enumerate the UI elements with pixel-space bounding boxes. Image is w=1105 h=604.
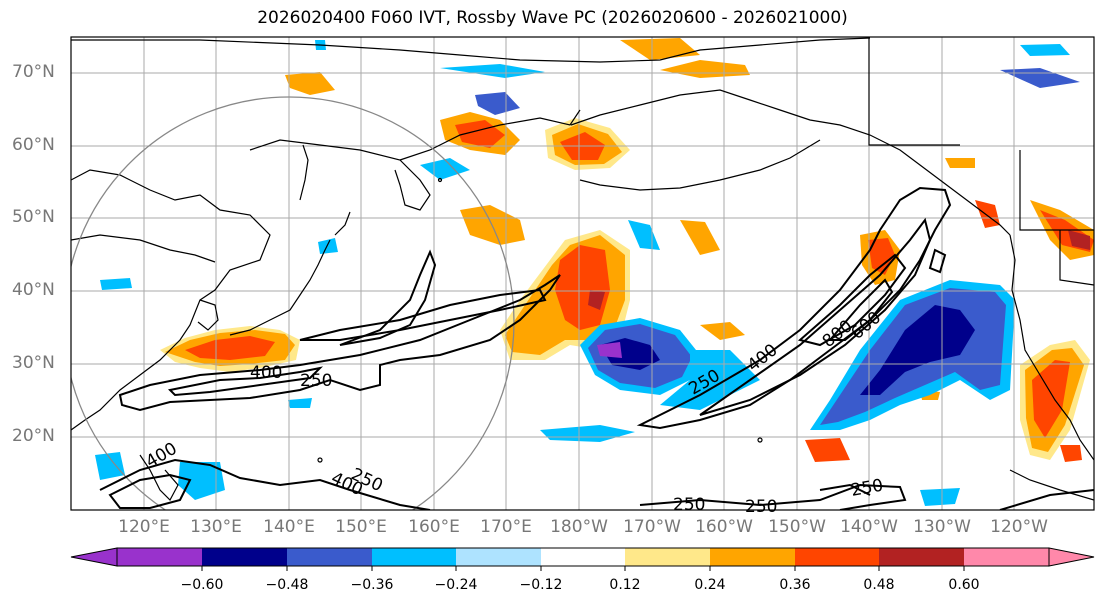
colorbar-tick-label: 0.48 <box>863 577 895 593</box>
lon-label: 170°E <box>480 517 532 537</box>
lon-label: 150°W <box>768 517 826 537</box>
lon-label: 180°W <box>550 517 608 537</box>
graticule <box>71 37 1094 510</box>
lon-label: 120°W <box>990 517 1048 537</box>
colorbar-tick-label: 0.12 <box>609 577 641 593</box>
lon-label: 140°W <box>840 517 898 537</box>
contour-label: 250 <box>745 497 777 517</box>
colorbar-tick-label: 0.24 <box>694 577 726 593</box>
colorbar-tick-label: −0.48 <box>265 577 309 593</box>
positive-anomaly-shading <box>160 38 1094 462</box>
colorbar-tick-label: −0.60 <box>180 577 224 593</box>
coastlines <box>71 37 1094 501</box>
colorbar-tick-label: 0.60 <box>948 577 980 593</box>
lat-label: 40°N <box>12 280 55 300</box>
contour-label: 400 <box>250 363 282 383</box>
lon-label: 130°W <box>913 517 971 537</box>
lon-label: 160°E <box>408 517 460 537</box>
lon-label: 140°E <box>263 517 315 537</box>
contour-label: 250 <box>849 476 884 501</box>
contour-label: 250 <box>673 495 705 515</box>
colorbar-tick-label: −0.24 <box>434 577 478 593</box>
lat-label: 70°N <box>12 62 55 82</box>
lat-label: 60°N <box>12 135 55 155</box>
lon-label: 170°W <box>623 517 681 537</box>
negative-anomaly-shading <box>95 40 1080 506</box>
map-title: 2026020400 F060 IVT, Rossby Wave PC (202… <box>257 8 848 28</box>
colorbar-tick-label: −0.12 <box>519 577 563 593</box>
lat-label: 50°N <box>12 207 55 227</box>
lon-label: 120°E <box>118 517 170 537</box>
ivt-contours <box>99 186 1094 510</box>
lon-label: 150°E <box>335 517 387 537</box>
colorbar-max-extension <box>1048 547 1095 567</box>
lat-label: 30°N <box>12 353 55 373</box>
map-frame <box>70 36 1095 511</box>
reference-circle <box>71 96 515 510</box>
contour-label: 250 <box>300 371 332 391</box>
lon-label: 130°E <box>190 517 242 537</box>
colorbar-tick-label: −0.36 <box>350 577 394 593</box>
lon-label: 160°W <box>695 517 753 537</box>
colorbar-tick-label: 0.36 <box>779 577 811 593</box>
colorbar-min-extension <box>70 547 118 567</box>
lat-label: 20°N <box>12 426 55 446</box>
colorbar <box>70 547 1095 571</box>
